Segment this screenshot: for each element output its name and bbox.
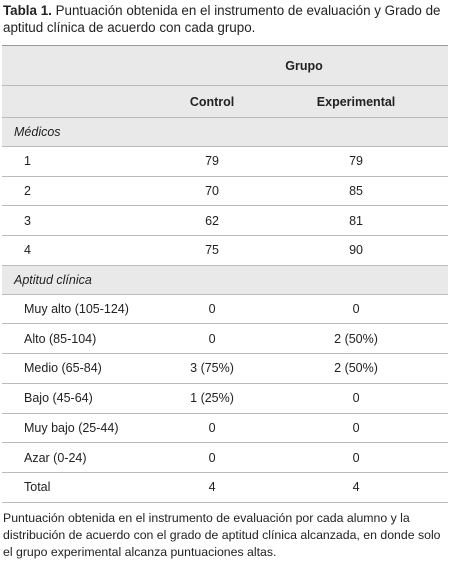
cell: 0 [160,323,265,355]
row-label: Total [2,472,160,503]
cell: 62 [160,205,265,237]
cell: 70 [160,176,265,207]
section-title: Aptitud clínica [2,265,448,295]
caption-label: Tabla 1. [3,3,52,18]
cell: 0 [264,442,448,473]
cell: 0 [264,294,448,325]
cell: 0 [264,383,448,414]
column-header: Control [160,85,265,118]
empty-cell [2,85,160,118]
cell: 4 [160,472,265,503]
cell: 0 [264,413,448,444]
cell: 0 [160,413,265,444]
cell: 79 [160,146,265,177]
cell: 3 (75%) [160,353,265,384]
data-row: 4 75 90 [2,235,448,266]
data-row: Azar (0-24) 0 0 [2,442,448,473]
cell: 1 (25%) [160,383,265,414]
row-label: Medio (65-84) [2,353,160,384]
cell: 2 (50%) [264,323,448,355]
data-row: 1 79 79 [2,146,448,177]
cell: 4 [264,472,448,503]
cell: 81 [264,205,448,237]
column-header-row: Control Experimental [2,85,448,118]
cell: 79 [264,146,448,177]
data-row: Muy alto (105-124) 0 0 [2,294,448,325]
footnote: Puntuación obtenida en el instrumento de… [3,511,441,559]
cell: 0 [160,294,265,325]
row-label: 4 [2,235,160,266]
column-header: Experimental [264,85,448,118]
row-label: Azar (0-24) [2,442,160,473]
caption-text: Puntuación obtenida en el instrumento de… [3,3,441,35]
row-label: 1 [2,146,160,177]
row-label: 3 [2,205,160,237]
row-label: Muy alto (105-124) [2,294,160,325]
cell: 85 [264,176,448,207]
data-row: Muy bajo (25-44) 0 0 [2,413,448,444]
row-label: Alto (85-104) [2,323,160,355]
group-header-row: Grupo [2,45,448,86]
data-row: Medio (65-84) 3 (75%) 2 (50%) [2,353,448,384]
row-label: 2 [2,176,160,207]
data-row: Bajo (45-64) 1 (25%) 0 [2,383,448,414]
cell: 0 [160,442,265,473]
data-row: Alto (85-104) 0 2 (50%) [2,323,448,355]
data-row: 3 62 81 [2,205,448,237]
table: Grupo Control Experimental Médicos 1 79 79 2 70 8… [2,45,448,503]
row-label: Muy bajo (25-44) [2,413,160,444]
group-header: Grupo [160,45,448,86]
caption: Tabla 1. Puntuación obtenida en el instr… [3,2,449,36]
cell: 90 [264,235,448,266]
empty-cell [2,45,160,86]
cell: 2 (50%) [264,353,448,384]
row-label: Bajo (45-64) [2,383,160,414]
data-row: Total 4 4 [2,472,448,503]
section-row: Aptitud clínica [2,265,448,295]
section-title: Médicos [2,117,448,147]
section-row: Médicos [2,117,448,147]
data-row: 2 70 85 [2,176,448,207]
cell: 75 [160,235,265,266]
